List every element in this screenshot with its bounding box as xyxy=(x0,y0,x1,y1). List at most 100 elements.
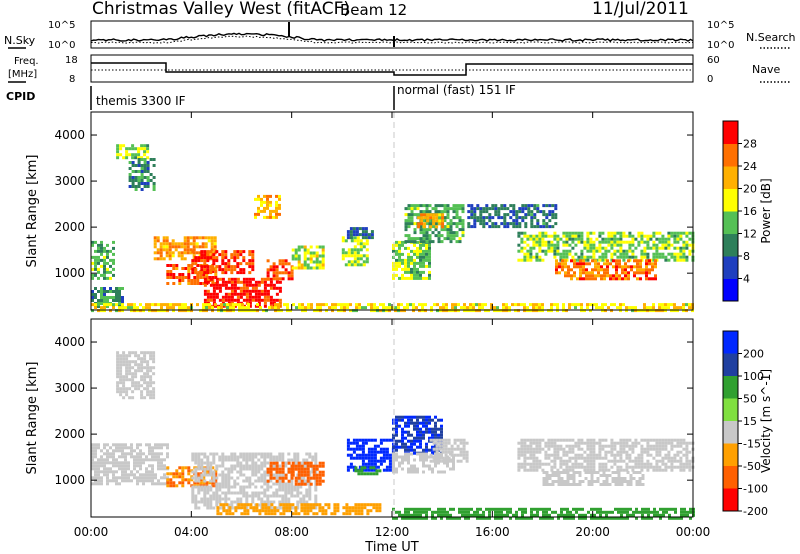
range-gate-cell xyxy=(523,309,526,313)
range-gate-cell xyxy=(294,509,298,513)
range-gate-cell xyxy=(275,206,278,210)
range-gate-cell xyxy=(661,447,665,451)
range-gate-cell xyxy=(619,243,623,247)
range-gate-cell xyxy=(160,482,163,486)
range-gate-cell xyxy=(420,219,424,223)
range-gate-cell xyxy=(555,262,558,266)
range-gate-cell xyxy=(685,465,689,469)
range-gate-cell xyxy=(355,438,359,442)
range-gate-cell xyxy=(446,228,450,232)
range-gate-cell xyxy=(606,259,609,263)
range-gate-cell xyxy=(269,194,272,198)
range-gate-cell xyxy=(287,262,291,266)
range-gate-cell xyxy=(221,295,225,299)
range-gate-cell xyxy=(103,296,106,299)
range-gate-cell xyxy=(230,292,234,296)
range-gate-cell xyxy=(193,276,197,279)
range-gate-cell xyxy=(212,458,216,462)
range-gate-cell xyxy=(266,203,269,207)
range-gate-cell xyxy=(580,306,583,310)
range-gate-cell xyxy=(592,252,596,256)
range-gate-cell xyxy=(517,456,521,460)
range-gate-cell xyxy=(437,418,440,422)
range-gate-cell xyxy=(353,245,357,249)
range-gate-cell xyxy=(269,200,272,204)
colorbar-tick-label: 4 xyxy=(743,273,750,286)
range-gate-cell xyxy=(648,268,651,272)
range-gate-cell xyxy=(422,455,425,459)
range-gate-cell xyxy=(301,309,304,313)
range-gate-cell xyxy=(485,507,488,511)
range-gate-cell xyxy=(277,309,280,313)
range-gate-cell xyxy=(178,472,182,476)
range-gate-cell xyxy=(592,303,595,307)
range-gate-cell xyxy=(623,507,626,511)
range-gate-cell xyxy=(154,452,157,456)
range-gate-cell xyxy=(428,418,431,422)
range-gate-cell xyxy=(151,464,154,468)
range-gate-cell xyxy=(476,510,479,514)
range-gate-cell xyxy=(518,222,522,226)
range-gate-cell xyxy=(545,480,549,483)
range-gate-cell xyxy=(425,276,428,280)
range-gate-cell xyxy=(523,303,526,307)
range-gate-cell xyxy=(251,253,255,257)
range-gate-cell xyxy=(619,444,623,448)
range-gate-cell xyxy=(370,447,374,451)
range-gate-cell xyxy=(205,303,208,307)
range-gate-cell xyxy=(275,488,279,492)
range-gate-cell xyxy=(576,265,579,269)
range-gate-cell xyxy=(688,306,691,310)
range-gate-cell xyxy=(197,485,201,489)
range-gate-cell xyxy=(618,277,621,281)
range-gate-cell xyxy=(296,452,300,456)
range-gate-cell xyxy=(137,369,141,373)
range-gate-cell xyxy=(530,507,533,511)
range-gate-cell xyxy=(257,292,261,296)
range-gate-cell xyxy=(130,303,133,307)
range-gate-cell xyxy=(112,461,115,465)
range-gate-cell xyxy=(631,249,635,253)
range-gate-cell xyxy=(341,257,345,261)
range-gate-cell xyxy=(567,265,570,269)
range-gate-cell xyxy=(434,210,438,214)
range-gate-cell xyxy=(569,474,573,477)
range-gate-cell xyxy=(646,234,650,238)
range-gate-cell xyxy=(432,216,436,220)
range-gate-cell xyxy=(614,471,618,474)
range-gate-cell xyxy=(206,295,210,299)
range-gate-cell xyxy=(435,459,439,463)
range-gate-cell xyxy=(125,393,129,397)
range-gate-cell xyxy=(554,216,558,220)
range-gate-cell xyxy=(577,234,581,238)
range-gate-cell xyxy=(281,277,285,281)
range-gate-cell xyxy=(576,277,579,281)
range-gate-cell xyxy=(601,306,604,310)
range-gate-cell xyxy=(379,462,383,466)
range-gate-cell xyxy=(553,303,556,307)
range-gate-cell xyxy=(263,476,267,480)
range-gate-cell xyxy=(146,375,150,379)
range-gate-cell xyxy=(679,444,683,448)
range-gate-cell xyxy=(610,453,614,457)
range-gate-cell xyxy=(500,207,504,211)
range-gate-cell xyxy=(131,161,135,164)
range-gate-cell xyxy=(565,468,569,472)
range-gate-cell xyxy=(230,458,234,462)
range-gate-cell xyxy=(441,213,445,217)
range-gate-cell xyxy=(373,453,377,457)
range-gate-cell xyxy=(643,447,647,451)
range-gate-cell xyxy=(670,447,674,451)
range-gate-cell xyxy=(157,452,160,456)
range-gate-cell xyxy=(579,274,582,278)
range-gate-cell xyxy=(661,306,664,310)
range-gate-cell xyxy=(183,242,187,246)
range-gate-cell xyxy=(643,252,647,256)
range-gate-cell xyxy=(412,306,415,310)
range-gate-cell xyxy=(452,207,456,211)
range-gate-cell xyxy=(425,207,429,211)
range-gate-cell xyxy=(171,254,175,258)
range-gate-cell xyxy=(116,369,120,373)
range-gate-cell xyxy=(412,309,415,313)
